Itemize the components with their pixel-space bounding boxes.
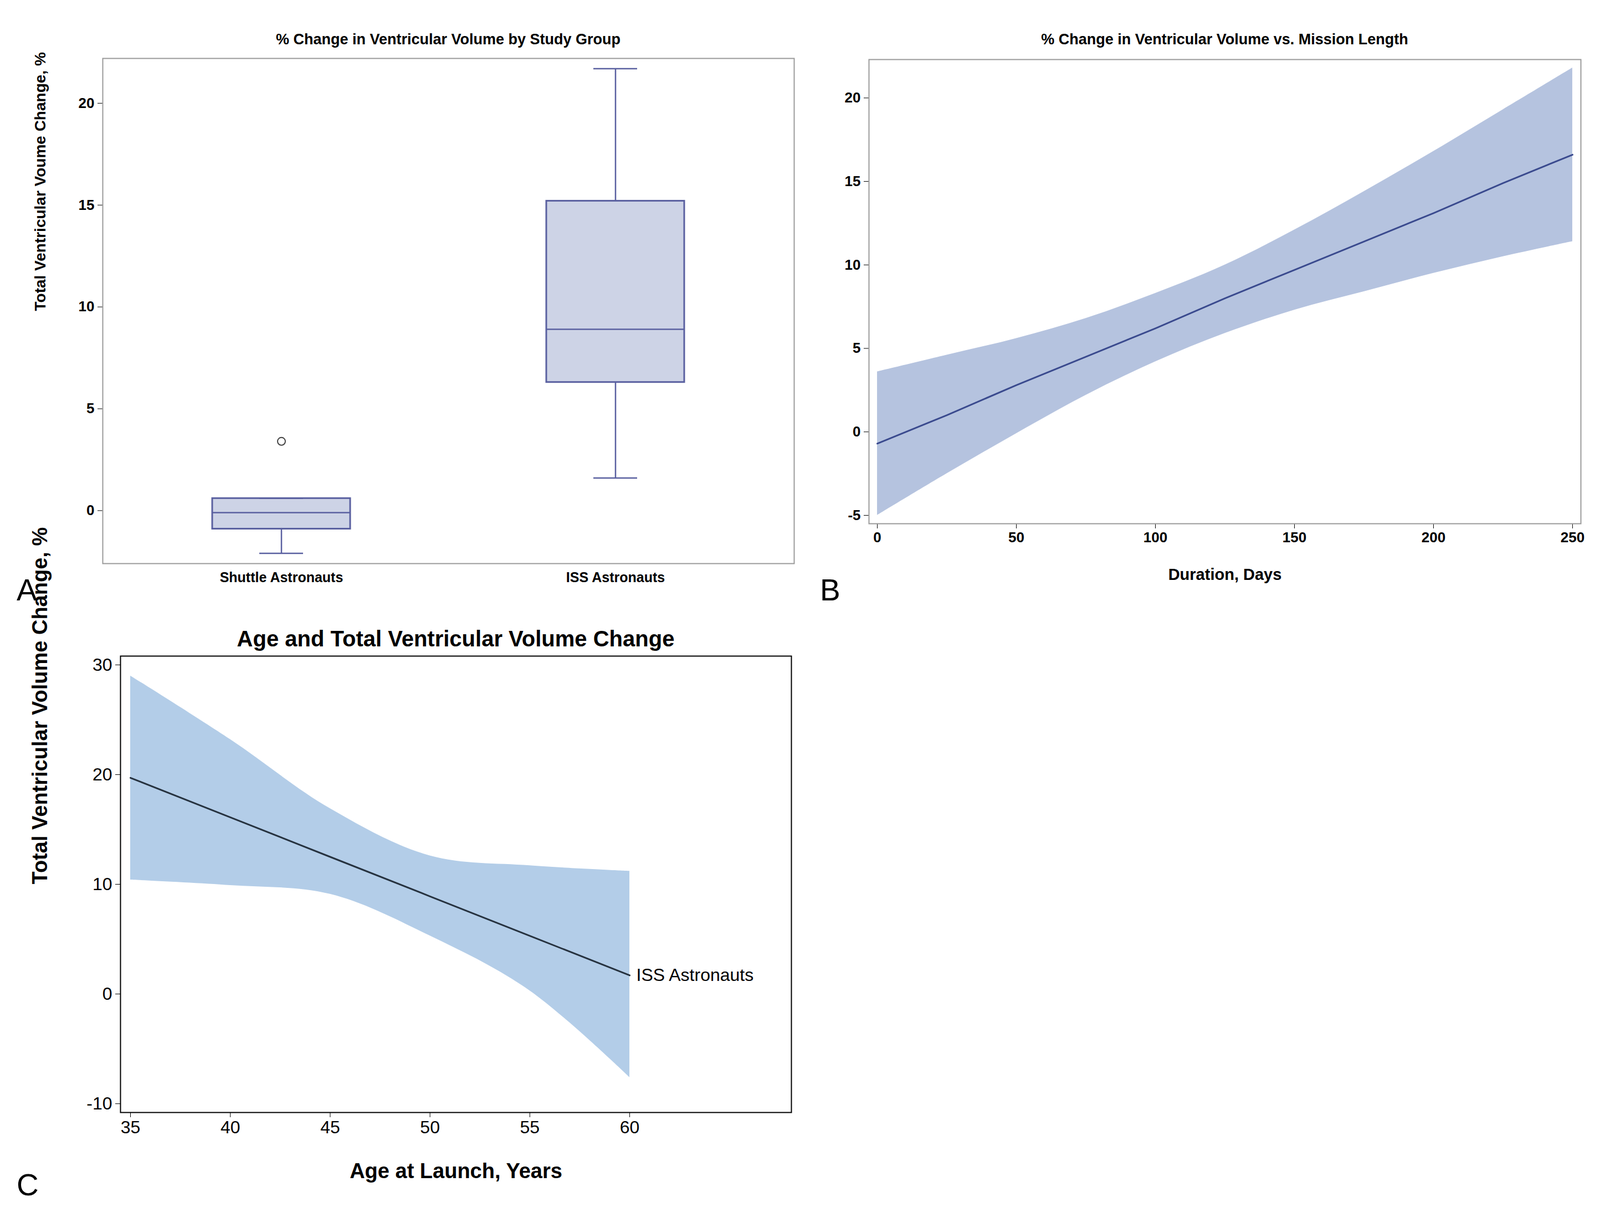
svg-text:50: 50 (419, 1117, 440, 1138)
svg-text:0: 0 (873, 529, 881, 546)
svg-text:150: 150 (1282, 529, 1307, 546)
svg-text:40: 40 (220, 1117, 241, 1138)
svg-text:-10: -10 (86, 1093, 112, 1114)
svg-text:45: 45 (320, 1117, 341, 1138)
svg-text:60: 60 (619, 1117, 640, 1138)
svg-text:ISS Astronauts: ISS Astronauts (566, 569, 665, 586)
svg-text:30: 30 (92, 654, 113, 675)
svg-text:20: 20 (844, 89, 861, 106)
svg-text:5: 5 (86, 400, 95, 417)
svg-text:0: 0 (852, 423, 861, 440)
svg-text:250: 250 (1560, 529, 1585, 546)
svg-text:Duration, Days: Duration, Days (1168, 565, 1282, 584)
svg-text:0: 0 (102, 983, 113, 1004)
svg-text:10: 10 (844, 256, 861, 274)
svg-text:Total Ventricular Volume Chang: Total Ventricular Volume Change, % (28, 527, 52, 885)
svg-text:0: 0 (86, 501, 95, 519)
svg-text:20: 20 (78, 94, 95, 112)
svg-text:50: 50 (1008, 529, 1025, 546)
svg-text:100: 100 (1143, 529, 1168, 546)
svg-text:10: 10 (92, 874, 113, 895)
svg-text:ISS Astronauts: ISS Astronauts (636, 965, 755, 986)
svg-text:-5: -5 (847, 506, 861, 524)
svg-text:200: 200 (1421, 529, 1446, 546)
svg-text:55: 55 (520, 1117, 541, 1138)
svg-text:10: 10 (78, 298, 95, 315)
svg-text:15: 15 (78, 196, 95, 214)
svg-text:Shuttle Astronauts: Shuttle Astronauts (219, 569, 344, 586)
svg-text:20: 20 (92, 764, 113, 785)
svg-text:Total Ventricular Voume Change: Total Ventricular Voume Change, % (31, 52, 49, 311)
svg-text:Age at Launch, Years: Age at Launch, Years (349, 1159, 563, 1183)
svg-text:15: 15 (844, 172, 861, 190)
svg-text:5: 5 (852, 339, 861, 357)
svg-text:35: 35 (120, 1117, 141, 1138)
